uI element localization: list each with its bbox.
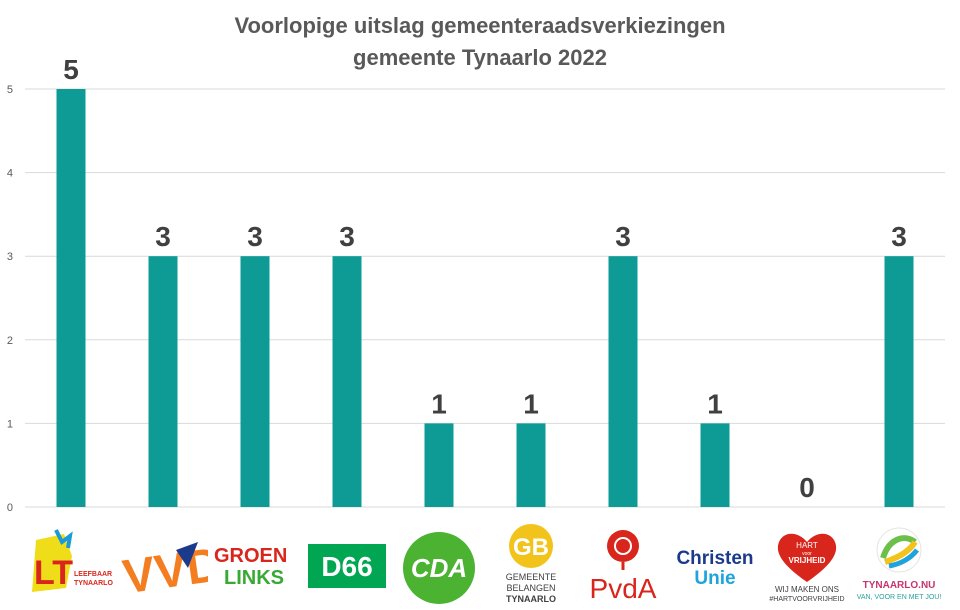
chart-title-line1: Voorlopige uitslag gemeenteraadsverkiezi… (234, 13, 726, 38)
cu-logo-line1: Christen (676, 548, 753, 569)
logo-pvda: PvdA (577, 522, 669, 610)
pvda-logo-icon: PvdA (590, 530, 657, 604)
tn-logo-slogan: VAN, VOOR EN MET JOU! (857, 594, 942, 601)
bar (148, 256, 178, 507)
gl-logo-line1: GROEN (214, 545, 287, 567)
logo-vvd: VVD (117, 522, 209, 610)
party-logos: LT LEEFBAAR TYNAARLO VVD GROEN LINKS D66… (0, 522, 960, 610)
logo-leefbaar-tynaarlo: LT LEEFBAAR TYNAARLO (25, 522, 117, 610)
data-label: 3 (155, 221, 171, 252)
bar (884, 256, 914, 507)
logo-cda: CDA (393, 522, 485, 610)
logo-groenlinks: GROEN LINKS (209, 522, 301, 610)
data-label: 5 (63, 54, 79, 85)
gb-logo-line3: TYNAARLO (506, 594, 556, 604)
d66-logo-icon: D66 (308, 544, 386, 588)
bar (424, 423, 454, 507)
y-tick-label: 1 (7, 418, 13, 430)
hvv-logo-line1: HART (796, 541, 818, 550)
y-tick-label: 2 (7, 335, 13, 347)
hvv-logo-line2: voor (802, 551, 812, 557)
y-tick-label: 5 (7, 84, 13, 96)
hvv-logo-line3: VRIJHEID (789, 556, 826, 565)
cu-logo-line2: Unie (694, 568, 735, 589)
leefbaar-tynaarlo-logo-icon: LT LEEFBAAR TYNAARLO (32, 529, 113, 592)
data-label: 3 (891, 221, 907, 252)
christenunie-logo-icon: Christen Unie (676, 548, 753, 589)
logo-d66: D66 (301, 522, 393, 610)
heart-icon: HART voor VRIJHEID WIJ MAKEN ONS #HARTVO… (769, 533, 845, 603)
bar (608, 256, 638, 507)
y-tick-label: 0 (7, 502, 13, 514)
groenlinks-logo-icon: GROEN LINKS (214, 545, 287, 589)
bar (516, 423, 546, 507)
gb-logo-line2: BELANGEN (506, 583, 555, 593)
logo-tynaarlo-nu: TYNAARLO.NU VAN, VOOR EN MET JOU! (853, 522, 945, 610)
d66-logo-text: D66 (321, 551, 372, 582)
vvd-logo-icon: VVD (120, 538, 208, 604)
data-label: 1 (707, 388, 723, 419)
logo-hart-voor-vrijheid: HART voor VRIJHEID WIJ MAKEN ONS #HARTVO… (761, 522, 853, 610)
chart-title: Voorlopige uitslag gemeenteraadsverkiezi… (0, 10, 960, 74)
gb-logo-line1: GEMEENTE (506, 572, 557, 582)
logo-christenunie: Christen Unie (669, 522, 761, 610)
lt-logo-text: LT (34, 554, 73, 592)
data-label: 3 (339, 221, 355, 252)
hvv-logo-slogan2: #HARTVOORVRIJHEID (769, 596, 844, 603)
bar (700, 423, 730, 507)
hvv-logo-slogan1: WIJ MAKEN ONS (775, 585, 839, 594)
data-label: 3 (247, 221, 263, 252)
data-label: 1 (431, 388, 447, 419)
bar (240, 256, 270, 507)
gl-logo-line2: LINKS (224, 567, 284, 589)
bar-chart: 0 1 2 3 4 5 5 3 3 3 1 1 3 1 0 3 (7, 54, 945, 514)
lt-logo-small2: TYNAARLO (74, 580, 113, 587)
bar (56, 89, 86, 507)
cda-logo-text: CDA (411, 553, 467, 583)
data-label: 3 (615, 221, 631, 252)
pvda-logo-text: PvdA (590, 573, 657, 604)
tynaarlo-nu-logo-icon: TYNAARLO.NU VAN, VOOR EN MET JOU! (857, 527, 942, 601)
y-tick-label: 3 (7, 251, 13, 263)
logo-gemeente-belangen: GB GEMEENTE BELANGEN TYNAARLO (485, 522, 577, 610)
gb-logo-mark: GB (513, 534, 549, 561)
lt-logo-small1: LEEFBAAR (74, 571, 112, 578)
cda-logo-icon: CDA (403, 532, 475, 604)
data-label: 0 (799, 472, 815, 503)
data-label: 1 (523, 388, 539, 419)
bar (332, 256, 362, 507)
y-tick-label: 4 (7, 168, 13, 180)
tn-logo-name: TYNAARLO.NU (863, 580, 936, 591)
chart-title-line2: gemeente Tynaarlo 2022 (353, 45, 607, 70)
gemeente-belangen-logo-icon: GB GEMEENTE BELANGEN TYNAARLO (506, 524, 557, 604)
